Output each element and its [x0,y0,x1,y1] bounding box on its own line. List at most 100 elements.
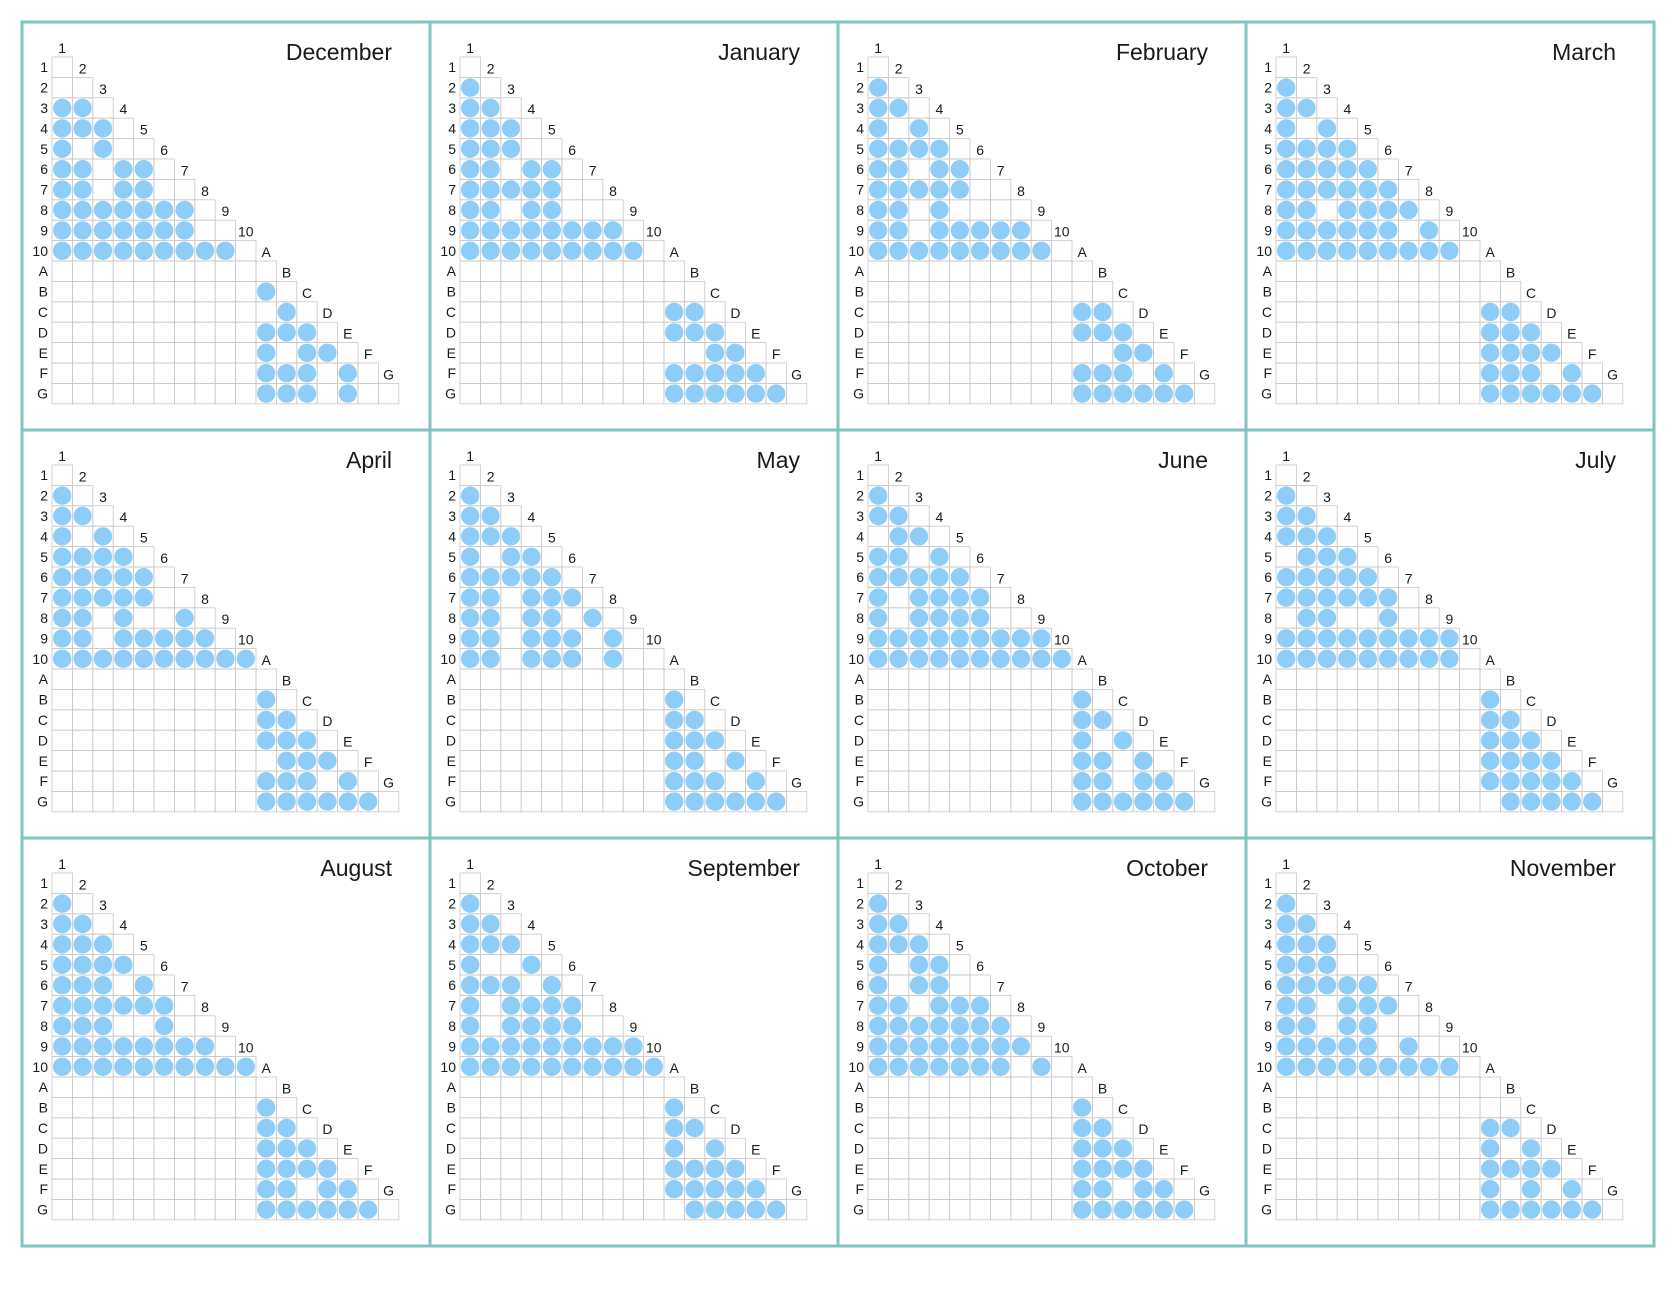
marker-9-1 [53,1037,72,1056]
marker-9-3 [909,1037,929,1056]
marker-G-F [1583,1200,1602,1219]
marker-5-3 [1317,139,1337,158]
row-label: E [1263,345,1272,361]
marker-E-D [726,343,745,362]
column-label: 8 [1017,999,1025,1015]
marker-3-2 [889,506,908,526]
marker-10-8 [195,241,215,260]
column-label: 8 [1425,591,1433,607]
marker-G-D [1134,792,1153,811]
marker-G-C [297,1200,317,1219]
row-label: 6 [1264,977,1272,993]
row-label: 10 [440,651,456,667]
marker-10-1 [869,1057,888,1077]
marker-6-4 [522,568,541,587]
marker-4-3 [909,935,929,954]
marker-9-8 [603,1037,623,1056]
marker-G-B [1501,1200,1520,1219]
marker-D-B [1093,1139,1112,1158]
marker-C-B [1501,710,1520,730]
row-label: 4 [1264,528,1272,544]
row-label: 3 [448,508,456,524]
marker-8-1 [53,608,72,628]
column-label: B [690,1080,699,1096]
column-label: 2 [1303,60,1311,76]
row-label: 1 [1264,875,1272,891]
marker-G-A [665,384,684,403]
row-label: D [1262,732,1272,748]
row-label: F [1263,365,1272,381]
marker-F-A [257,364,276,383]
column-label: 5 [140,530,148,546]
marker-5-4 [930,139,949,158]
row-label: 3 [40,100,48,116]
marker-10-10 [236,649,255,668]
marker-F-D [1134,1180,1153,1199]
marker-9-2 [889,221,908,240]
marker-B-A [1073,690,1092,709]
marker-9-2 [889,629,908,648]
marker-F-B [685,772,704,791]
column-label: D [322,1121,332,1137]
column-label: 1 [1282,40,1290,56]
marker-9-4 [1338,629,1357,648]
marker-3-1 [461,914,480,934]
marker-6-4 [1338,568,1357,587]
marker-D-C [1521,1139,1541,1158]
marker-10-9 [216,241,235,260]
column-label: D [1138,305,1148,321]
marker-F-B [1093,772,1112,791]
marker-9-1 [1277,1037,1296,1056]
row-label: B [1263,284,1272,300]
marker-9-5 [134,629,153,648]
row-label: 2 [448,896,456,912]
marker-G-C [705,1200,725,1219]
panel-february: February12345678910ABCDEFG12345678910ABC… [836,20,1248,432]
row-label: A [855,263,865,279]
grid-cell [786,791,808,813]
marker-10-6 [971,241,990,260]
marker-C-B [685,302,704,322]
marker-10-4 [114,649,133,668]
column-label: B [1506,1080,1515,1096]
marker-10-6 [155,1057,174,1077]
row-label: 9 [856,1038,864,1054]
marker-6-1 [1277,568,1296,587]
marker-C-B [685,1118,704,1138]
row-label: 7 [40,590,48,606]
marker-F-C [297,364,317,383]
column-label: 2 [79,60,87,76]
marker-7-4 [114,996,133,1015]
column-label: 2 [487,468,495,484]
marker-6-4 [114,568,133,587]
marker-E-D [726,1159,745,1179]
column-label: 6 [568,550,576,566]
marker-E-C [297,751,317,770]
row-label: G [1261,386,1272,402]
marker-C-A [257,1118,276,1138]
marker-7-3 [1317,588,1337,607]
row-label: 2 [40,488,48,504]
marker-6-4 [930,976,949,995]
marker-6-1 [461,976,480,995]
marker-E-A [1481,751,1500,770]
marker-F-B [1501,364,1520,383]
marker-7-2 [73,588,92,607]
marker-6-5 [542,160,561,179]
row-label: C [854,712,864,728]
marker-G-B [1501,792,1520,811]
marker-10-10 [236,1057,255,1077]
marker-7-5 [542,996,561,1015]
column-label: E [343,326,352,342]
marker-8-2 [889,200,908,220]
marker-3-2 [73,98,92,118]
marker-9-4 [1338,1037,1357,1056]
marker-F-A [257,1180,276,1199]
column-label: C [1118,285,1128,301]
marker-4-1 [869,935,888,954]
column-label: G [1607,366,1618,382]
panel-title: June [1158,447,1208,473]
marker-5-3 [93,547,113,566]
marker-3-2 [1297,914,1316,934]
marker-3-1 [461,98,480,118]
